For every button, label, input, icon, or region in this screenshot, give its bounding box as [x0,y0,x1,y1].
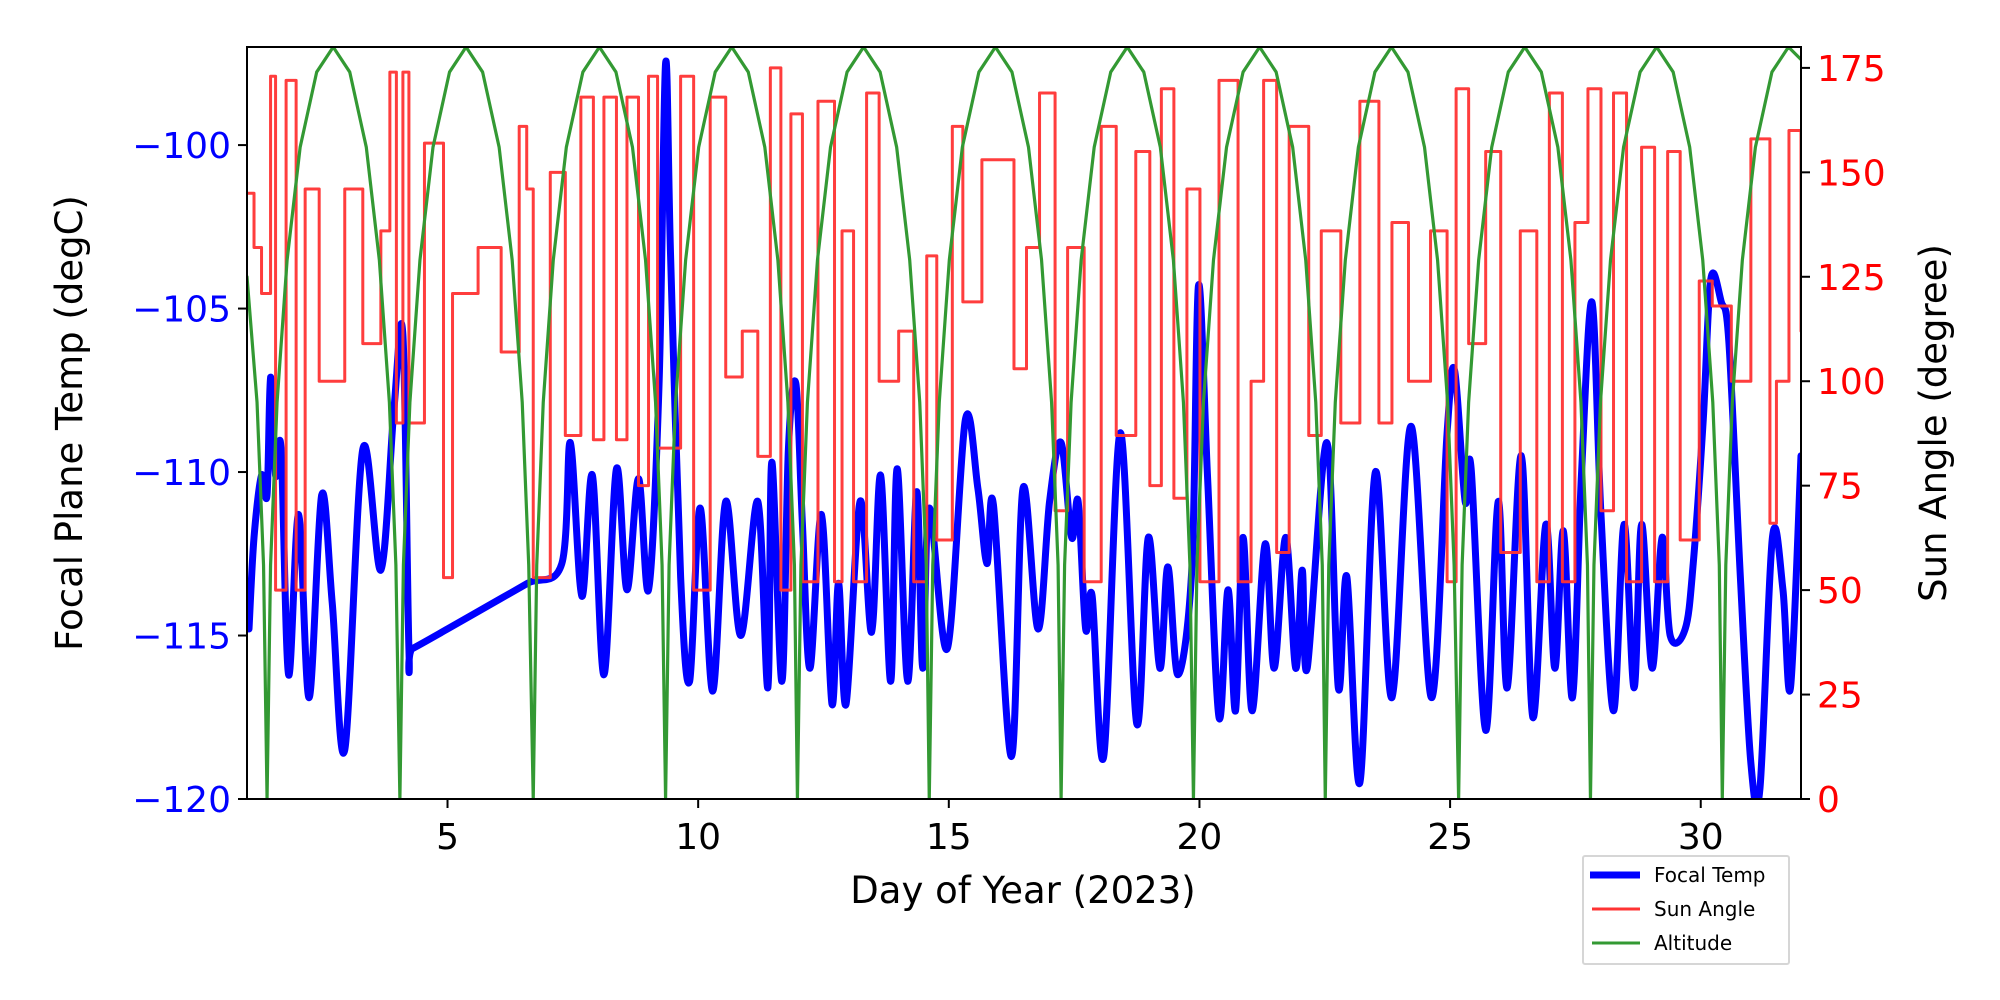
x-tick-label: 10 [675,817,721,858]
right-y-tick-label: 175 [1817,49,1886,90]
right-y-tick-label: 0 [1817,780,1840,821]
right-y-tick-label: 125 [1817,258,1886,299]
legend-label-focal-temp: Focal Temp [1654,863,1766,887]
legend: Focal Temp Sun Angle Altitude [1582,855,1790,965]
left-y-tick-label: −100 [132,126,231,167]
left-y-tick-label: −120 [132,780,231,821]
x-tick-label: 25 [1427,817,1473,858]
x-tick-label: 5 [436,817,459,858]
legend-label-altitude: Altitude [1654,931,1732,955]
altitude-line [247,47,1801,799]
right-y-axis-label: Sun Angle (degree) [1912,244,1955,602]
legend-label-sun-angle: Sun Angle [1654,897,1755,921]
legend-box [1582,855,1790,965]
x-tick-label: 30 [1678,817,1724,858]
x-axis-label: Day of Year (2023) [850,869,1195,912]
left-y-axis-ticks: −120 −115 −110 −105 −100 [132,126,247,821]
right-y-tick-label: 25 [1817,676,1863,717]
left-y-tick-label: −115 [132,617,231,658]
left-y-tick-label: −110 [132,453,231,494]
right-y-tick-label: 50 [1817,571,1863,612]
right-y-tick-label: 100 [1817,362,1886,403]
plot-background [247,47,1801,799]
right-y-tick-label: 150 [1817,153,1886,194]
right-y-axis-ticks: 0 25 50 75 100 125 150 175 [1801,49,1886,821]
left-y-tick-label: −105 [132,290,231,331]
right-y-tick-label: 75 [1817,467,1863,508]
focal-temp-line [247,57,1801,799]
series-layer [247,47,1801,799]
plot-frame [246,46,1802,800]
x-axis-ticks: 5 10 15 20 25 30 [436,799,1724,858]
x-tick-label: 15 [926,817,972,858]
left-y-axis-label: Focal Plane Temp (degC) [48,195,91,651]
sun-angle-line [247,66,1801,592]
x-tick-label: 20 [1177,817,1223,858]
